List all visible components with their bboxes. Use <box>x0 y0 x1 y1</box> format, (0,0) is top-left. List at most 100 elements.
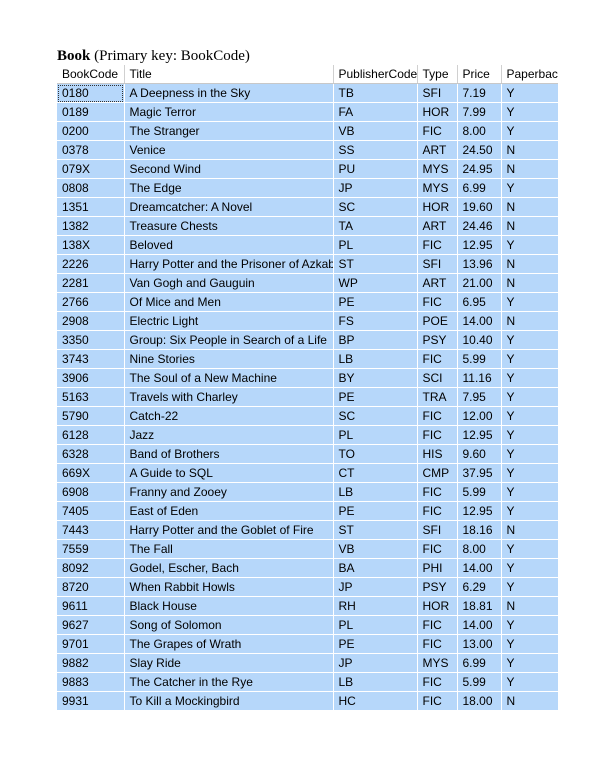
type-cell[interactable]: FIC <box>417 425 458 445</box>
paperback-cell[interactable]: Y <box>501 83 558 103</box>
type-cell[interactable]: MYS <box>417 653 458 673</box>
title-cell[interactable]: Second Wind <box>124 159 334 179</box>
paperback-cell[interactable]: Y <box>501 653 558 673</box>
paperback-cell[interactable]: N <box>501 596 558 616</box>
title-cell[interactable]: The Fall <box>124 539 334 559</box>
publishercode-cell[interactable]: ST <box>333 520 418 540</box>
publishercode-cell[interactable]: LB <box>333 672 418 692</box>
publishercode-cell[interactable]: FA <box>333 102 418 122</box>
price-cell[interactable]: 6.29 <box>457 577 502 597</box>
title-cell[interactable]: Jazz <box>124 425 334 445</box>
paperback-cell[interactable]: Y <box>501 425 558 445</box>
price-cell[interactable]: 14.00 <box>457 558 502 578</box>
type-cell[interactable]: FIC <box>417 482 458 502</box>
type-cell[interactable]: FIC <box>417 406 458 426</box>
price-cell[interactable]: 7.19 <box>457 83 502 103</box>
publishercode-cell[interactable]: BA <box>333 558 418 578</box>
title-cell[interactable]: Magic Terror <box>124 102 334 122</box>
paperback-cell[interactable]: Y <box>501 444 558 464</box>
bookcode-cell[interactable]: 669X <box>57 463 125 483</box>
title-cell[interactable]: Nine Stories <box>124 349 334 369</box>
title-cell[interactable]: Song of Solomon <box>124 615 334 635</box>
publishercode-cell[interactable]: SC <box>333 406 418 426</box>
bookcode-cell[interactable]: 9611 <box>57 596 125 616</box>
title-cell[interactable]: The Catcher in the Rye <box>124 672 334 692</box>
type-cell[interactable]: FIC <box>417 634 458 654</box>
title-cell[interactable]: Franny and Zooey <box>124 482 334 502</box>
publishercode-cell[interactable]: LB <box>333 349 418 369</box>
title-cell[interactable]: Of Mice and Men <box>124 292 334 312</box>
price-cell[interactable]: 18.00 <box>457 691 502 711</box>
title-cell[interactable]: Black House <box>124 596 334 616</box>
type-cell[interactable]: ART <box>417 216 458 236</box>
title-cell[interactable]: Electric Light <box>124 311 334 331</box>
bookcode-cell[interactable]: 138X <box>57 235 125 255</box>
publishercode-cell[interactable]: BP <box>333 330 418 350</box>
column-header-paperback[interactable]: Paperback <box>501 65 558 84</box>
paperback-cell[interactable]: Y <box>501 349 558 369</box>
paperback-cell[interactable]: N <box>501 159 558 179</box>
title-cell[interactable]: The Edge <box>124 178 334 198</box>
publishercode-cell[interactable]: PU <box>333 159 418 179</box>
bookcode-cell[interactable]: 5163 <box>57 387 125 407</box>
bookcode-cell[interactable]: 7405 <box>57 501 125 521</box>
bookcode-cell[interactable]: 8092 <box>57 558 125 578</box>
title-cell[interactable]: A Deepness in the Sky <box>124 83 334 103</box>
title-cell[interactable]: Beloved <box>124 235 334 255</box>
bookcode-cell[interactable]: 2766 <box>57 292 125 312</box>
type-cell[interactable]: FIC <box>417 615 458 635</box>
type-cell[interactable]: MYS <box>417 159 458 179</box>
price-cell[interactable]: 5.99 <box>457 482 502 502</box>
paperback-cell[interactable]: N <box>501 520 558 540</box>
title-cell[interactable]: The Soul of a New Machine <box>124 368 334 388</box>
price-cell[interactable]: 24.95 <box>457 159 502 179</box>
paperback-cell[interactable]: Y <box>501 577 558 597</box>
publishercode-cell[interactable]: VB <box>333 121 418 141</box>
price-cell[interactable]: 6.95 <box>457 292 502 312</box>
price-cell[interactable]: 14.00 <box>457 311 502 331</box>
title-cell[interactable]: Travels with Charley <box>124 387 334 407</box>
price-cell[interactable]: 7.99 <box>457 102 502 122</box>
price-cell[interactable]: 24.46 <box>457 216 502 236</box>
publishercode-cell[interactable]: TA <box>333 216 418 236</box>
price-cell[interactable]: 24.50 <box>457 140 502 160</box>
type-cell[interactable]: FIC <box>417 349 458 369</box>
title-cell[interactable]: When Rabbit Howls <box>124 577 334 597</box>
publishercode-cell[interactable]: SC <box>333 197 418 217</box>
publishercode-cell[interactable]: JP <box>333 577 418 597</box>
paperback-cell[interactable]: Y <box>501 501 558 521</box>
paperback-cell[interactable]: N <box>501 273 558 293</box>
paperback-cell[interactable]: N <box>501 140 558 160</box>
price-cell[interactable]: 13.96 <box>457 254 502 274</box>
paperback-cell[interactable]: N <box>501 197 558 217</box>
publishercode-cell[interactable]: TO <box>333 444 418 464</box>
title-cell[interactable]: To Kill a Mockingbird <box>124 691 334 711</box>
price-cell[interactable]: 37.95 <box>457 463 502 483</box>
title-cell[interactable]: Group: Six People in Search of a Life <box>124 330 334 350</box>
publishercode-cell[interactable]: ST <box>333 254 418 274</box>
publishercode-cell[interactable]: FS <box>333 311 418 331</box>
bookcode-cell[interactable]: 0180 <box>57 83 125 103</box>
type-cell[interactable]: HIS <box>417 444 458 464</box>
type-cell[interactable]: HOR <box>417 102 458 122</box>
title-cell[interactable]: Catch-22 <box>124 406 334 426</box>
title-cell[interactable]: Slay Ride <box>124 653 334 673</box>
bookcode-cell[interactable]: 7443 <box>57 520 125 540</box>
publishercode-cell[interactable]: JP <box>333 653 418 673</box>
title-cell[interactable]: Band of Brothers <box>124 444 334 464</box>
type-cell[interactable]: SFI <box>417 254 458 274</box>
publishercode-cell[interactable]: HC <box>333 691 418 711</box>
type-cell[interactable]: CMP <box>417 463 458 483</box>
bookcode-cell[interactable]: 0189 <box>57 102 125 122</box>
paperback-cell[interactable]: Y <box>501 178 558 198</box>
title-cell[interactable]: Godel, Escher, Bach <box>124 558 334 578</box>
bookcode-cell[interactable]: 2281 <box>57 273 125 293</box>
type-cell[interactable]: SFI <box>417 520 458 540</box>
paperback-cell[interactable]: Y <box>501 235 558 255</box>
price-cell[interactable]: 7.95 <box>457 387 502 407</box>
type-cell[interactable]: SFI <box>417 83 458 103</box>
paperback-cell[interactable]: Y <box>501 463 558 483</box>
publishercode-cell[interactable]: RH <box>333 596 418 616</box>
bookcode-cell[interactable]: 9627 <box>57 615 125 635</box>
price-cell[interactable]: 14.00 <box>457 615 502 635</box>
